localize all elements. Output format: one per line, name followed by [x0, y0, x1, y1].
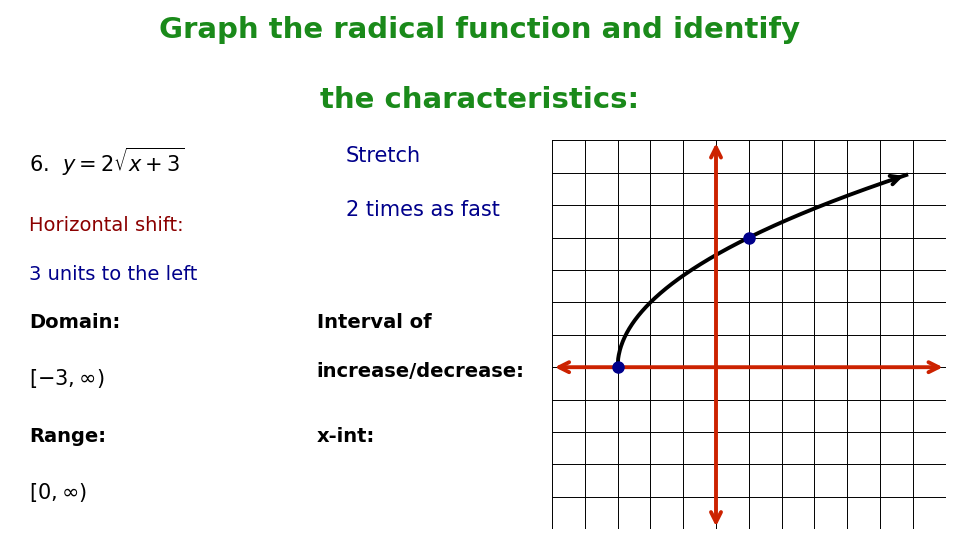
Text: Interval of: Interval of: [317, 313, 431, 332]
Text: Horizontal shift:: Horizontal shift:: [29, 216, 183, 235]
Text: Graph the radical function and identify: Graph the radical function and identify: [159, 16, 801, 44]
Text: x-int:: x-int:: [317, 427, 375, 446]
Text: Stretch: Stretch: [346, 146, 420, 166]
Text: 3 units to the left: 3 units to the left: [29, 265, 197, 284]
Text: Domain:: Domain:: [29, 313, 120, 332]
Text: 2 times as fast: 2 times as fast: [346, 200, 499, 220]
Text: $[-3,\infty)$: $[-3,\infty)$: [29, 367, 105, 390]
Text: increase/decrease:: increase/decrease:: [317, 362, 525, 381]
Text: $[0,\infty)$: $[0,\infty)$: [29, 481, 86, 504]
Text: Range:: Range:: [29, 427, 106, 446]
Text: 6.  $y = 2\sqrt{x+3}$: 6. $y = 2\sqrt{x+3}$: [29, 146, 184, 178]
Text: the characteristics:: the characteristics:: [321, 86, 639, 114]
